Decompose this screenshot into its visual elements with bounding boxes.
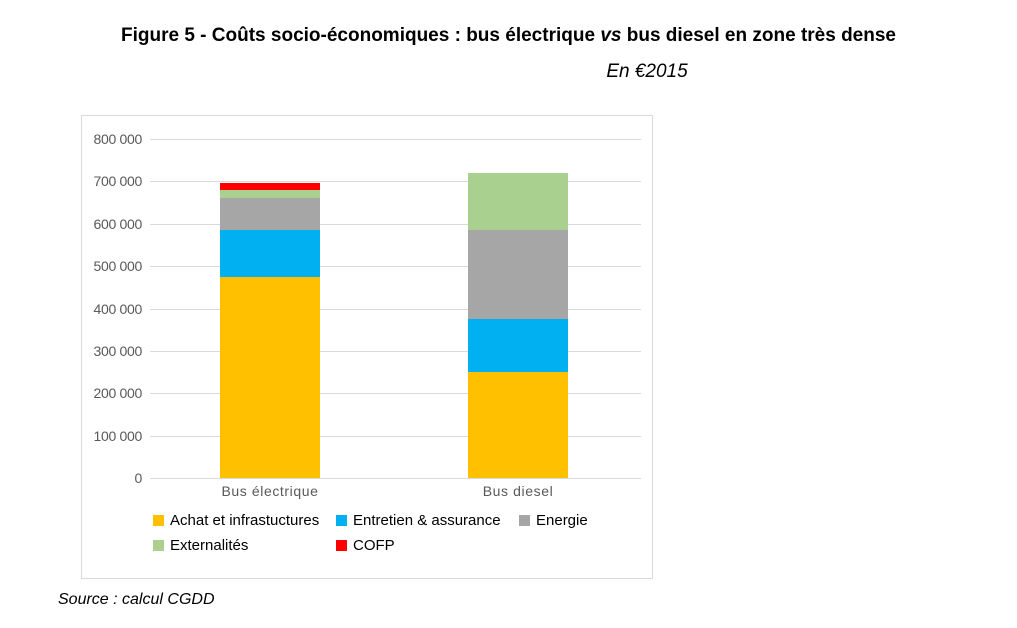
bar-segment-energie [468,230,568,320]
y-axis-tick-label: 200 000 [93,385,142,402]
bar-segment-cofp [220,183,320,190]
legend-swatch [336,515,347,526]
y-axis-tick-label: 800 000 [93,131,142,147]
bar-segment-externalites [468,172,568,231]
y-axis-tick-label: 600 000 [93,215,142,232]
legend-swatch [153,515,164,526]
bar-segment-externalites [220,189,320,199]
legend-item-energie: Energie [519,512,588,529]
gridline [150,478,641,479]
gridline [150,139,641,140]
legend-item-entretien-assurance: Entretien & assurance [336,512,501,529]
gridline [150,181,641,183]
y-axis-tick-label: 300 000 [93,342,142,359]
gridline [150,223,641,225]
figure-title-vs: vs [600,25,622,46]
legend-swatch [336,540,347,551]
legend-swatch [153,540,164,551]
figure-title-suffix: bus diesel en zone très dense [626,25,896,46]
legend-label: Energie [536,512,588,529]
bar-segment-energie [220,198,320,231]
legend-item-externalites: Externalités [153,537,248,554]
legend-label: COFP [353,537,395,554]
x-axis-label: Bus diesel [482,483,554,499]
legend-item-cofp: COFP [336,537,395,554]
source-caption: Source : calcul CGDD [58,591,215,608]
legend-label: Externalités [170,537,249,554]
bar-segment-entretien-assurance [468,319,568,373]
y-axis-tick-label: 400 000 [93,300,142,317]
y-axis-tick-label: 100 000 [93,427,142,444]
gridline [150,350,641,352]
x-axis-label: Bus électrique [221,483,319,499]
bar-segment-achat-et-infrastuctures [468,372,568,478]
legend-swatch [519,515,530,526]
chart: 0 100 000 200 000 300 000 400 000 500 000 600 … [81,115,653,579]
legend-label: Entretien & assurance [353,512,501,529]
bar-segment-entretien-assurance [220,230,320,277]
legend-item-achat-et-infrastuctures: Achat et infrastuctures [153,512,319,529]
gridline [150,308,641,310]
gridline [150,266,641,268]
gridline [150,435,641,437]
figure-title-prefix: Figure 5 - Coûts socio-économiques : bus… [121,25,596,46]
y-axis-tick-label: 700 000 [93,173,142,190]
figure-title: Figure 5 - Coûts socio-économiques : bus… [0,25,1017,47]
y-axis-tick-label: 0 [134,470,143,486]
y-axis-tick-label: 500 000 [93,258,142,275]
chart-plot: 0 100 000 200 000 300 000 400 000 500 000 600 … [82,116,652,578]
legend-label: Achat et infrastuctures [170,512,320,529]
gridline [150,393,641,395]
bar-segment-achat-et-infrastuctures [220,276,320,478]
figure-subtitle: En €2015 [606,61,688,82]
